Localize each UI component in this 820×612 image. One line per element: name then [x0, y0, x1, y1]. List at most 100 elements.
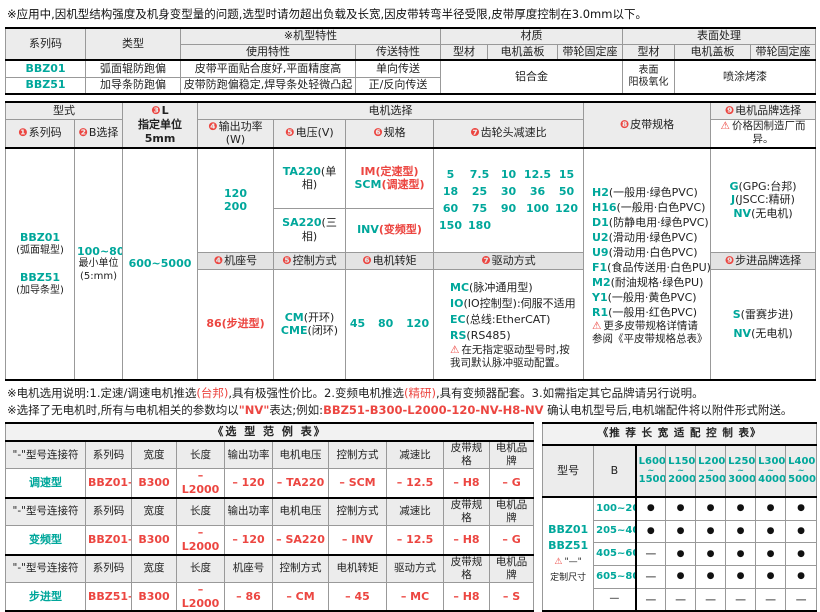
ratio-value: 5	[446, 168, 455, 182]
dot-cell: ●	[725, 565, 757, 589]
header-cell: 机座号	[224, 553, 273, 583]
header-cell: 电机品牌	[488, 496, 535, 526]
header-cell: "-"型号连接符	[5, 553, 86, 583]
motor-selection-note: ※电机选用说明:1.定速/调速电机推选(台邦),具有极强性价比。2.变频电机推选…	[7, 386, 704, 400]
use-feature-cell: 皮带平面贴合度好,平面精度高	[180, 59, 356, 78]
voltage-single-cell: TA220(单相)	[273, 147, 346, 209]
value-cell: BBZ01–	[85, 468, 132, 499]
surface-anodize-cell: 表面 阳极氧化	[622, 59, 675, 95]
header-cell: 系列码	[85, 440, 132, 470]
header-cell: 宽度	[131, 440, 177, 470]
b-range-cell: 100~800 最小单位 (5:mm)	[74, 147, 123, 381]
dot-cell: —	[634, 587, 667, 612]
col-header-use: 使用特性	[180, 43, 356, 61]
belt-more-warning: ⚠ 更多皮带规格详情请参阅《平皮带规格总表》	[592, 319, 708, 345]
dot-cell: —	[634, 542, 667, 567]
col-header-profile: 型材	[440, 43, 488, 61]
spec-inverter-cell: INV(变频型)	[345, 207, 434, 253]
material-cell: 铝合金	[440, 59, 623, 95]
col-header-cover-2: 电机盖板	[674, 43, 751, 61]
col-header-spec: ❻规格	[345, 118, 434, 149]
type-cell: 加导条防跑偏	[85, 76, 181, 95]
ratio-value: 18	[442, 185, 459, 198]
warning-icon: ⚠	[450, 344, 460, 357]
example-label: 调速型	[5, 468, 86, 499]
dot-cell: ●	[725, 496, 757, 521]
ratio-cell: 5 7.5 10 12.5 15 18 25 30 36 50 60 75 90…	[433, 147, 584, 253]
dot-cell: ●	[665, 496, 697, 521]
motor-brand-cell: G(GPG:台邦) J(JSCC:精研) NV(无电机)	[710, 147, 816, 253]
dot-cell: —	[634, 565, 667, 589]
recommend-size-table: 《推 荐 长 宽 适 配 控 制 表》 型号 B L600 ~ 1500 L15…	[542, 422, 818, 612]
example-label: 步进型	[5, 581, 86, 612]
b-range: 205~400	[593, 519, 637, 544]
model-list-cell: BBZ01 BBZ51 ⚠ "—" 定制尺寸	[542, 496, 595, 612]
header-cell: 输出功率	[224, 440, 273, 470]
dot-cell: ●	[785, 542, 818, 567]
col-header-cover: 电机盖板	[487, 43, 558, 61]
brand-price-warning: ⚠ 价格因制造厂而异。	[710, 118, 816, 149]
value-cell: – H8	[443, 468, 490, 499]
value-cell: – G	[488, 525, 535, 555]
dot-cell: —	[665, 587, 697, 612]
circle-7-icon: ❼	[470, 126, 480, 140]
header-cell: 宽度	[131, 553, 177, 583]
l-range-header: L2505 ~ 3000	[725, 443, 757, 499]
value-cell: BBZ51–	[85, 581, 132, 612]
circle-9-icon: ❾	[724, 103, 735, 117]
header-cell: 控制方式	[328, 496, 387, 526]
ratio-value: 180	[468, 218, 491, 232]
value-cell: – 12.5	[386, 525, 444, 555]
dot-cell: ●	[634, 496, 667, 521]
value-cell: B300	[131, 468, 177, 499]
value-cell: –L2000	[176, 468, 225, 499]
circle-5-icon: ❺	[282, 253, 292, 267]
ratio-value: 100	[526, 201, 549, 215]
ratio-value: 10	[500, 168, 517, 182]
col-header-b: B	[593, 443, 637, 499]
circle-5-icon: ❺	[285, 126, 295, 140]
type-cell: 弧面辊防跑偏	[85, 59, 181, 78]
usage-note: ※应用中,因机型结构强度及机身变型量的问题,选型时请勿超出负载及长宽,因皮带转弯…	[7, 7, 647, 21]
control-mode-cell: CM(开环) CME(闭环)	[273, 268, 346, 381]
l-range-header: L4005 ~ 5000	[785, 443, 818, 499]
transfer-cell: 单向传送	[355, 59, 441, 78]
header-cell: 长度	[176, 553, 225, 583]
circle-9-icon: ❾	[724, 253, 735, 267]
drive-mode-cell: MC(脉冲通用型) IO(IO控制型):伺服不适用 EC(总线:EtherCAT…	[433, 268, 584, 381]
tilde: ~	[797, 466, 805, 476]
col-header-power: ❹输出功率(W)	[197, 118, 274, 149]
voltage-three-phase-cell: SA220(三相)	[273, 207, 346, 253]
dot-cell: ●	[665, 542, 697, 567]
group-header-surface: 表面处理	[621, 27, 817, 45]
dot-cell: ●	[785, 496, 818, 521]
header-cell: 宽度	[131, 496, 177, 526]
series-code: BBZ01	[5, 59, 86, 78]
circle-4-icon: ❹	[213, 253, 224, 267]
ratio-value: 25	[471, 185, 488, 198]
col-header-series: ❶系列码	[5, 118, 75, 149]
bottom-tables: 《选 型 范 例 表》 "-"型号连接符 系列码 宽度 长度 输出功率 电机电压…	[4, 422, 818, 612]
ratio-value: 75	[471, 201, 488, 215]
spec-fixed-adjust-cell: IM(定速型) SCM(调速型)	[345, 147, 434, 209]
ratio-value: 150	[439, 218, 462, 232]
group-header-motor: 电机选择	[197, 101, 584, 120]
dot-cell: —	[755, 587, 787, 612]
col-header-profile-2: 型材	[622, 43, 675, 61]
warning-icon: ⚠	[554, 557, 563, 568]
col-header-voltage: ❺电压(V)	[273, 118, 346, 149]
circle-8-icon: ❽	[619, 118, 630, 132]
value-cell: – SA220	[272, 525, 329, 555]
dot-cell: —	[725, 587, 757, 612]
belt-spec-cell: H2(一般用·绿色PVC) H16(一般用·白色PVC) D1(防静电用·绿色P…	[583, 147, 711, 381]
dot-cell: ●	[785, 565, 818, 589]
power-cell: 120 200	[197, 147, 274, 253]
col-header-seat-2: 带轮固定座	[749, 43, 817, 61]
dot-cell: ●	[695, 542, 727, 567]
ratio-value: 50	[558, 185, 575, 198]
b-range: 100~200	[593, 496, 637, 521]
circle-6-icon: ❻	[373, 126, 383, 140]
transfer-cell: 正/反向传送	[355, 76, 441, 95]
dot-cell: ●	[725, 542, 757, 567]
value-cell: – 120	[224, 525, 273, 555]
